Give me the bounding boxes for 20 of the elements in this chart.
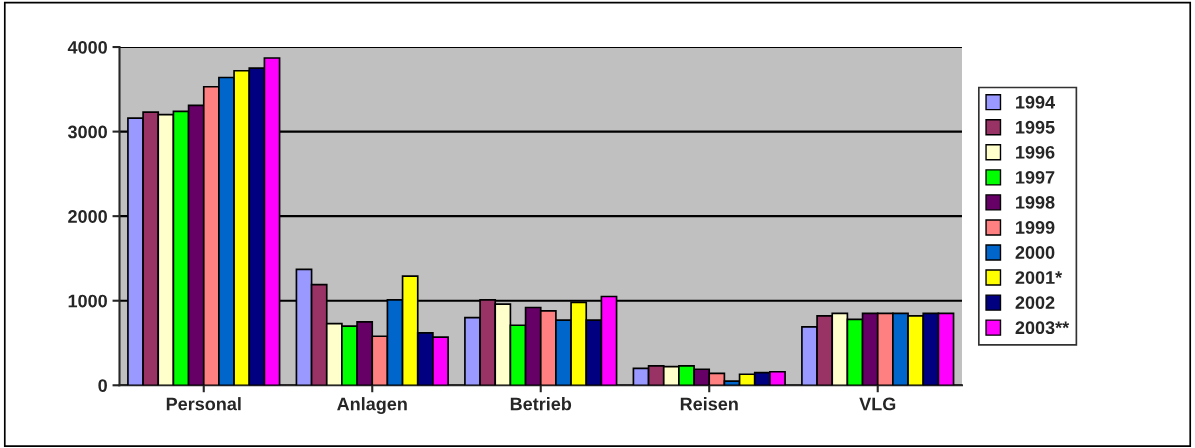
x-tick-label: Reisen — [680, 397, 738, 411]
y-tick-label: 4000 — [67, 40, 107, 54]
y-tick-label: 0 — [98, 379, 107, 392]
legend-label: 2001* — [1015, 271, 1063, 284]
legend-label: 1999 — [1016, 221, 1055, 234]
x-tick-label: Anlagen — [337, 397, 407, 414]
legend-label: 1997 — [1016, 170, 1055, 184]
legend-label: 2000 — [1015, 246, 1055, 259]
legend-label: 1994 — [1016, 95, 1056, 109]
legend-label: 1995 — [1016, 120, 1055, 134]
y-tick-label: 2000 — [68, 210, 107, 223]
x-tick-label: VLG — [859, 397, 896, 411]
y-tick-label: 3000 — [67, 125, 107, 139]
legend-label: 2002 — [1015, 296, 1055, 310]
legend-label: 2003** — [1015, 321, 1070, 335]
x-tick-label: Personal — [166, 397, 241, 411]
legend-label: 1996 — [1016, 145, 1055, 159]
legend-label: 1998 — [1016, 196, 1055, 209]
y-tick-label: 1000 — [68, 294, 107, 308]
x-tick-label: Betrieb — [510, 397, 572, 411]
